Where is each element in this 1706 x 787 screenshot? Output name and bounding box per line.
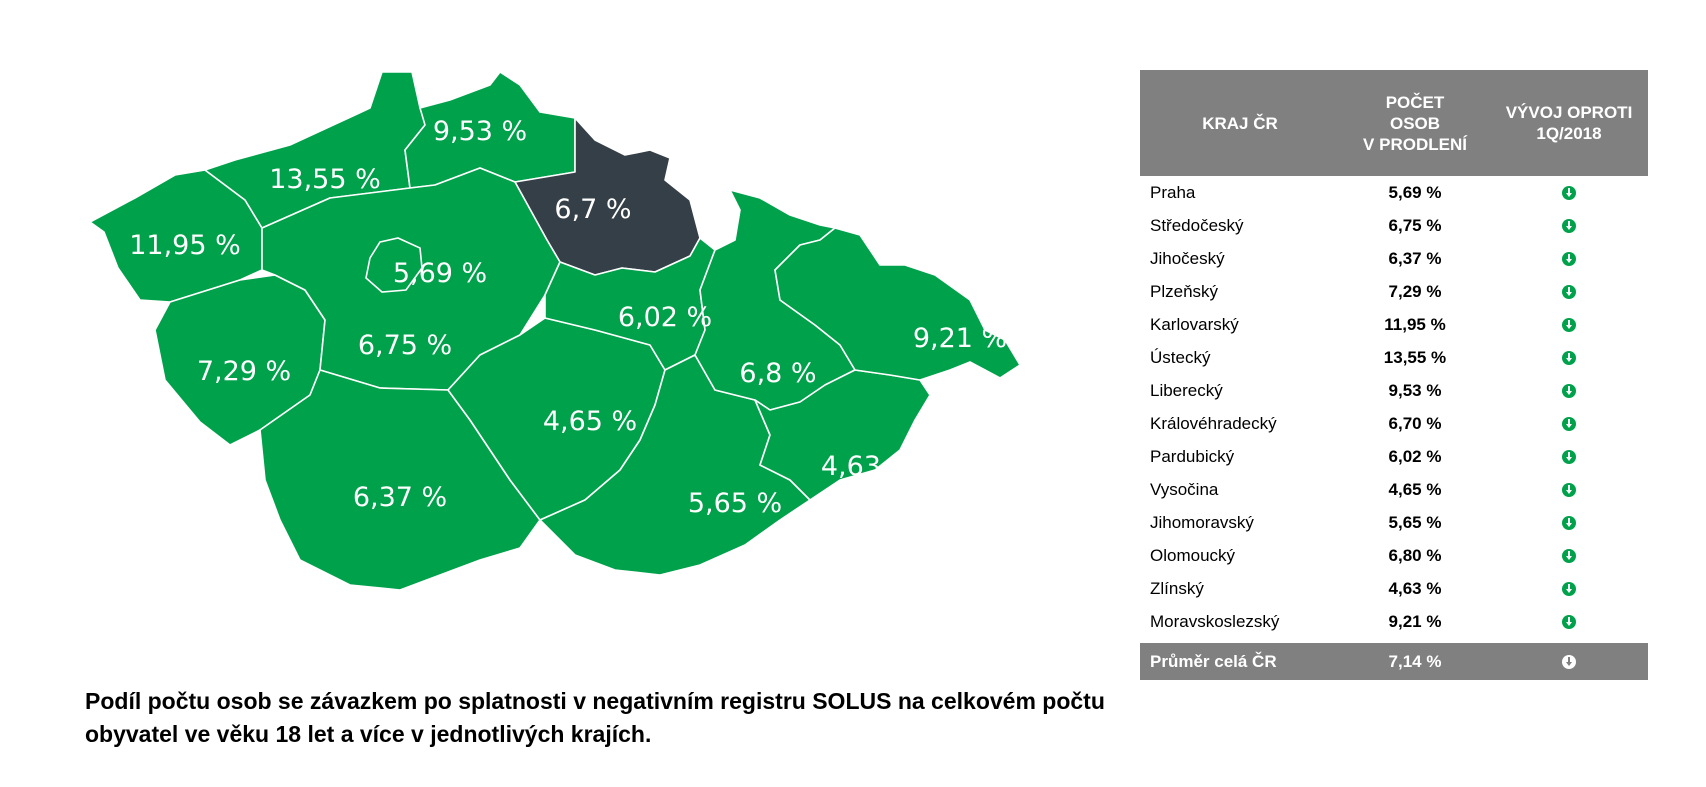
trend-down-icon bbox=[1562, 351, 1576, 366]
table-row: Karlovarský 11,95 % bbox=[1140, 308, 1648, 341]
czech-regions-map: 11,95 % 13,55 % 9,53 % 6,7 % 5,69 % 6,75… bbox=[89, 71, 1021, 591]
trend-down-icon bbox=[1562, 417, 1576, 432]
table-row: Vysočina 4,65 % bbox=[1140, 473, 1648, 506]
trend-down-icon bbox=[1562, 516, 1576, 531]
row-name: Středočeský bbox=[1150, 215, 1244, 235]
region-table: KRAJ ČR POČET OSOB V PRODLENÍ VÝVOJ OPRO… bbox=[1140, 70, 1648, 680]
label-jihomoravsky: 5,65 % bbox=[688, 488, 782, 519]
trend-down-icon bbox=[1562, 186, 1576, 201]
trend-down-icon bbox=[1562, 450, 1576, 465]
row-name: Ústecký bbox=[1150, 347, 1211, 367]
trend-down-icon bbox=[1562, 615, 1576, 630]
label-karlovarsky: 11,95 % bbox=[129, 230, 241, 261]
table-row: Liberecký 9,53 % bbox=[1140, 374, 1648, 407]
table-row: Královéhradecký 6,70 % bbox=[1140, 407, 1648, 440]
region-moravskoslezsky bbox=[774, 227, 1021, 381]
label-ustecky: 13,55 % bbox=[269, 164, 381, 195]
trend-down-icon bbox=[1562, 285, 1576, 300]
row-name: Vysočina bbox=[1150, 479, 1219, 499]
row-name: Plzeňský bbox=[1150, 281, 1219, 301]
trend-down-icon bbox=[1562, 483, 1576, 498]
row-value: 9,21 % bbox=[1388, 611, 1442, 631]
row-name: Královéhradecký bbox=[1150, 413, 1277, 433]
row-value: 4,63 % bbox=[1388, 578, 1442, 598]
label-liberecky: 9,53 % bbox=[433, 116, 527, 147]
region-zlinsky bbox=[754, 369, 931, 501]
average-name: Průměr celá ČR bbox=[1140, 638, 1340, 680]
row-value: 7,29 % bbox=[1388, 281, 1442, 301]
table-row: Jihomoravský 5,65 % bbox=[1140, 506, 1648, 539]
row-value: 6,02 % bbox=[1388, 446, 1442, 466]
row-value: 13,55 % bbox=[1383, 347, 1447, 367]
header-count: POČET OSOB V PRODLENÍ bbox=[1340, 70, 1490, 176]
row-value: 6,70 % bbox=[1388, 413, 1442, 433]
trend-down-icon bbox=[1562, 549, 1576, 564]
region-praha bbox=[365, 237, 423, 293]
label-zlinsky: 4,63 % bbox=[821, 451, 915, 482]
table-header-row: KRAJ ČR POČET OSOB V PRODLENÍ VÝVOJ OPRO… bbox=[1140, 70, 1648, 176]
label-plzensky: 7,29 % bbox=[197, 356, 291, 387]
caption: Podíl počtu osob se závazkem po splatnos… bbox=[85, 688, 1105, 747]
trend-down-icon bbox=[1562, 318, 1576, 333]
trend-down-icon bbox=[1562, 219, 1576, 234]
label-pardubicky: 6,02 % bbox=[618, 302, 712, 333]
table-row: Ústecký 13,55 % bbox=[1140, 341, 1648, 374]
table-row: Plzeňský 7,29 % bbox=[1140, 275, 1648, 308]
row-name: Zlínský bbox=[1150, 578, 1204, 598]
table-row: Jihočeský 6,37 % bbox=[1140, 242, 1648, 275]
label-vysocina: 4,65 % bbox=[543, 406, 637, 437]
average-value: 7,14 % bbox=[1340, 638, 1490, 680]
row-name: Karlovarský bbox=[1150, 314, 1239, 334]
header-count-line2: OSOB bbox=[1389, 113, 1441, 133]
row-name: Jihočeský bbox=[1150, 248, 1225, 268]
row-name: Jihomoravský bbox=[1150, 512, 1254, 532]
average-row: Průměr celá ČR 7,14 % bbox=[1140, 638, 1648, 680]
label-praha: 5,69 % bbox=[393, 258, 487, 289]
header-trend-line2: 1Q/2018 bbox=[1536, 124, 1602, 143]
header-trend-line1: VÝVOJ OPROTI bbox=[1505, 103, 1633, 122]
trend-down-icon bbox=[1562, 252, 1576, 267]
table-row: Praha 5,69 % bbox=[1140, 176, 1648, 209]
header-count-line1: POČET bbox=[1385, 92, 1445, 112]
table-row: Středočeský 6,75 % bbox=[1140, 209, 1648, 242]
table-row: Pardubický 6,02 % bbox=[1140, 440, 1648, 473]
row-value: 6,75 % bbox=[1388, 215, 1442, 235]
row-value: 5,69 % bbox=[1388, 182, 1442, 202]
row-name: Liberecký bbox=[1150, 380, 1223, 400]
row-name: Praha bbox=[1150, 182, 1196, 202]
table-row: Olomoucký 6,80 % bbox=[1140, 539, 1648, 572]
label-kralovehradecky: 6,7 % bbox=[554, 194, 631, 225]
row-value: 6,80 % bbox=[1388, 545, 1442, 565]
header-trend: VÝVOJ OPROTI 1Q/2018 bbox=[1490, 70, 1648, 176]
table-row: Zlínský 4,63 % bbox=[1140, 572, 1648, 605]
header-region: KRAJ ČR bbox=[1140, 70, 1340, 176]
table-row: Moravskoslezský 9,21 % bbox=[1140, 605, 1648, 641]
row-value: 11,95 % bbox=[1384, 314, 1446, 334]
trend-down-icon bbox=[1562, 384, 1576, 399]
region-jihocesky bbox=[259, 369, 541, 591]
row-value: 6,37 % bbox=[1388, 248, 1442, 268]
label-olomoucky: 6,8 % bbox=[739, 358, 816, 389]
trend-down-icon bbox=[1562, 655, 1576, 670]
label-jihocesky: 6,37 % bbox=[353, 482, 447, 513]
label-stredocesky: 6,75 % bbox=[358, 330, 452, 361]
label-moravskoslezsky: 9,21 % bbox=[913, 323, 1007, 354]
header-count-line3: V PRODLENÍ bbox=[1363, 134, 1467, 154]
row-value: 5,65 % bbox=[1388, 512, 1442, 532]
row-name: Pardubický bbox=[1150, 446, 1235, 466]
row-value: 4,65 % bbox=[1388, 479, 1442, 499]
row-name: Olomoucký bbox=[1150, 545, 1236, 565]
row-name: Moravskoslezský bbox=[1150, 611, 1280, 631]
trend-down-icon bbox=[1562, 582, 1576, 597]
row-value: 9,53 % bbox=[1388, 380, 1442, 400]
